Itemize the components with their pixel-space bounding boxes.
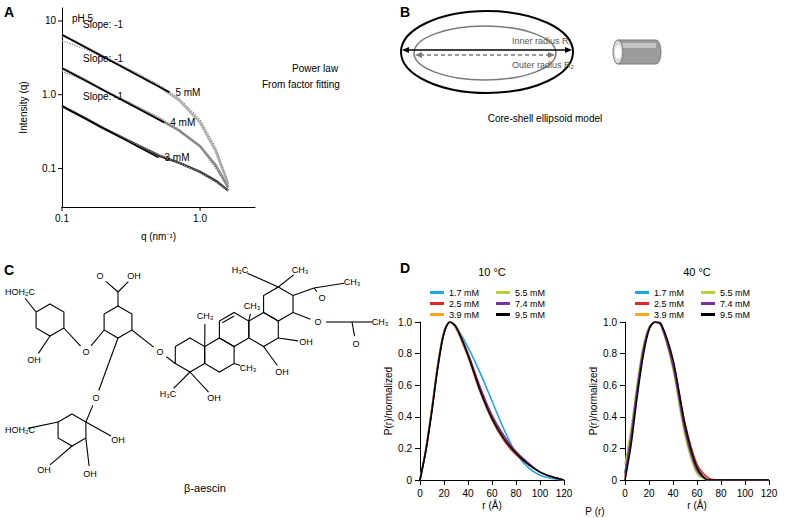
svg-text:100: 100 [737, 488, 754, 499]
svg-text:O: O [318, 293, 325, 303]
svg-text:0.4: 0.4 [603, 411, 617, 422]
svg-text:O: O [96, 271, 103, 281]
svg-text:O: O [156, 347, 163, 357]
svg-text:80: 80 [510, 488, 522, 499]
svg-text:0.8: 0.8 [398, 348, 412, 359]
svg-text:0.2: 0.2 [398, 443, 412, 454]
svg-text:CH₃: CH₃ [240, 363, 257, 373]
svg-text:0: 0 [611, 475, 617, 486]
svg-text:CH₃: CH₃ [244, 301, 261, 311]
svg-text:10: 10 [45, 15, 57, 26]
svg-text:40 °C: 40 °C [683, 266, 711, 278]
svg-text:Inner radius R₁: Inner radius R₁ [512, 36, 572, 46]
svg-text:r (Å): r (Å) [687, 499, 706, 511]
svg-text:20: 20 [643, 488, 655, 499]
svg-text:OH: OH [37, 465, 51, 475]
svg-text:7.4 mM: 7.4 mM [720, 299, 750, 309]
svg-text:0: 0 [406, 475, 412, 486]
svg-text:CH₃: CH₃ [292, 265, 309, 275]
svg-text:OH: OH [127, 271, 141, 281]
svg-text:0.6: 0.6 [603, 380, 617, 391]
svg-text:1.0: 1.0 [603, 317, 617, 328]
svg-text:7.4 mM: 7.4 mM [515, 299, 545, 309]
svg-text:Intensity (q): Intensity (q) [18, 81, 29, 133]
svg-text:0.1: 0.1 [42, 163, 56, 174]
svg-text:3.9 mM: 3.9 mM [654, 310, 684, 320]
svg-text:2.5 mM: 2.5 mM [654, 299, 684, 309]
svg-text:Slope: -1: Slope: -1 [83, 91, 123, 102]
svg-text:120: 120 [761, 488, 778, 499]
svg-text:P(r)/normalized: P(r)/normalized [588, 367, 599, 435]
svg-text:2.5 mM: 2.5 mM [449, 299, 479, 309]
svg-text:P(r)/normalized: P(r)/normalized [383, 367, 394, 435]
svg-text:A: A [4, 4, 14, 20]
svg-text:0: 0 [417, 488, 423, 499]
svg-text:10 °C: 10 °C [478, 266, 506, 278]
svg-text:O: O [352, 339, 359, 349]
svg-text:1.7 mM: 1.7 mM [654, 288, 684, 298]
svg-text:9.5 mM: 9.5 mM [515, 310, 545, 320]
svg-text:q (nm⁻¹): q (nm⁻¹) [141, 231, 176, 242]
svg-text:pH 5: pH 5 [72, 12, 94, 24]
svg-text:P (r): P (r) [585, 506, 604, 517]
svg-text:5.5 mM: 5.5 mM [720, 288, 750, 298]
svg-text:β-aescin: β-aescin [184, 482, 226, 494]
svg-text:20: 20 [438, 488, 450, 499]
svg-text:40: 40 [462, 488, 474, 499]
svg-text:C: C [4, 262, 14, 278]
svg-text:OH: OH [27, 355, 41, 365]
svg-text:OH: OH [299, 337, 313, 347]
svg-text:D: D [400, 260, 410, 276]
svg-text:CH₃: CH₃ [372, 317, 389, 327]
svg-text:Power law: Power law [292, 63, 339, 74]
svg-text:80: 80 [715, 488, 727, 499]
svg-text:O: O [82, 347, 89, 357]
svg-text:H₃C: H₃C [160, 389, 177, 399]
svg-text:OH: OH [275, 367, 289, 377]
svg-text:0.1: 0.1 [55, 213, 69, 224]
svg-text:0.8: 0.8 [603, 348, 617, 359]
svg-text:1.0: 1.0 [193, 213, 207, 224]
svg-text:CH₃: CH₃ [344, 277, 361, 287]
svg-text:From factor fitting: From factor fitting [262, 79, 340, 90]
svg-text:H₃C: H₃C [232, 265, 249, 275]
svg-text:OH: OH [207, 393, 221, 403]
svg-text:HOH₂C: HOH₂C [5, 287, 35, 297]
svg-text:100: 100 [532, 488, 549, 499]
svg-text:40: 40 [667, 488, 679, 499]
svg-text:1.7 mM: 1.7 mM [449, 288, 479, 298]
svg-text:OH: OH [111, 435, 125, 445]
svg-text:0.2: 0.2 [603, 443, 617, 454]
svg-text:60: 60 [486, 488, 498, 499]
svg-text:OH: OH [83, 469, 97, 479]
svg-text:0.6: 0.6 [398, 380, 412, 391]
svg-text:9.5 mM: 9.5 mM [720, 310, 750, 320]
svg-text:0.4: 0.4 [398, 411, 412, 422]
svg-text:3.9 mM: 3.9 mM [449, 310, 479, 320]
svg-text:Slope: -1: Slope: -1 [83, 19, 123, 30]
svg-text:O: O [92, 393, 99, 403]
svg-text:5 mM: 5 mM [175, 87, 200, 98]
svg-text:r (Å): r (Å) [482, 499, 501, 511]
svg-text:60: 60 [691, 488, 703, 499]
svg-text:1.0: 1.0 [398, 317, 412, 328]
svg-text:HOH₂C: HOH₂C [5, 425, 35, 435]
svg-text:120: 120 [556, 488, 573, 499]
svg-text:4 mM: 4 mM [170, 117, 195, 128]
svg-text:Core-shell ellipsoid model: Core-shell ellipsoid model [488, 113, 603, 124]
svg-text:1.0: 1.0 [42, 89, 56, 100]
svg-text:Slope: -1: Slope: -1 [83, 53, 123, 64]
svg-text:CH₃: CH₃ [197, 311, 214, 321]
svg-text:O: O [314, 317, 321, 327]
svg-text:B: B [400, 4, 410, 20]
svg-text:0: 0 [622, 488, 628, 499]
svg-text:Outer radius R₂: Outer radius R₂ [512, 60, 575, 70]
svg-text:5.5 mM: 5.5 mM [515, 288, 545, 298]
svg-text:3 mM: 3 mM [165, 152, 190, 163]
